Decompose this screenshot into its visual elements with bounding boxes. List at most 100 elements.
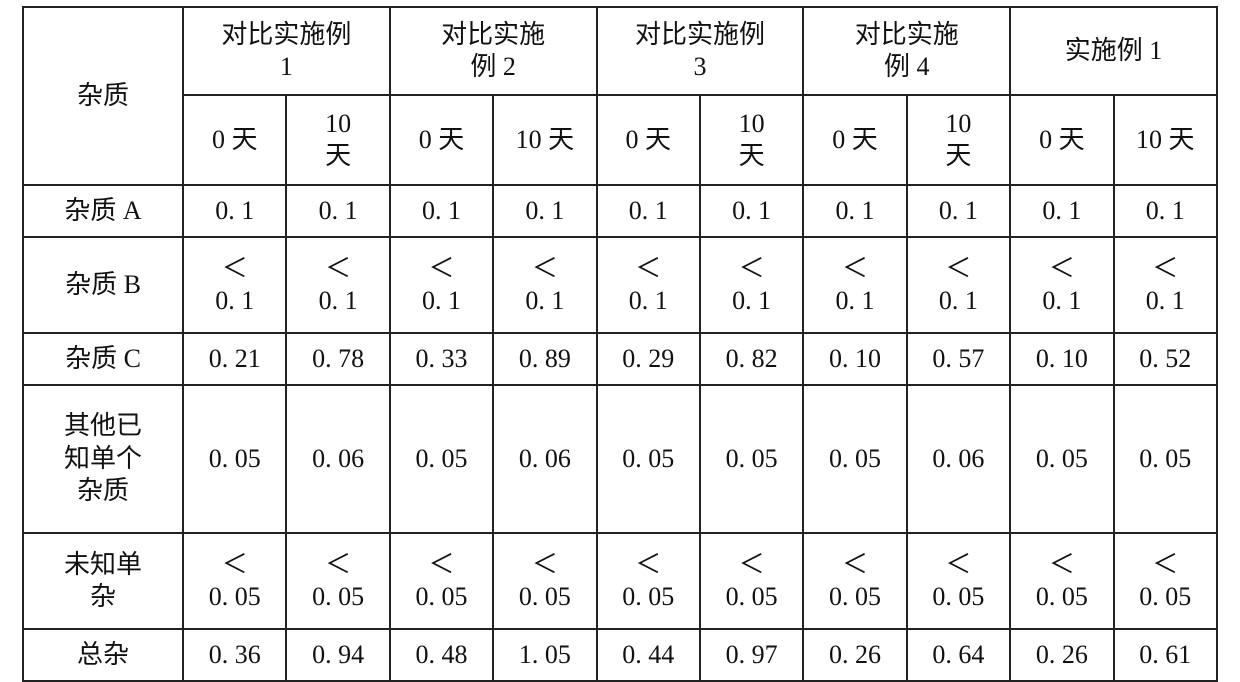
cell: 0. 06 [286,385,389,533]
val: 0. 1 [600,285,697,318]
subhdr-1b-l2: 天 [289,140,386,173]
cell: 0. 05 [597,385,700,533]
val: 0. 05 [496,581,593,614]
subhdr-2b: 10 天 [493,95,596,185]
cell: 0. 1 [286,185,389,237]
lt-icon: ＜ [806,253,903,286]
cell: 0. 1 [597,185,700,237]
cell: 0. 1 [390,185,493,237]
lt-icon: ＜ [1117,253,1214,286]
cell: ＜0. 1 [907,237,1010,333]
row-unknown-single: 未知单 杂 ＜0. 05 ＜0. 05 ＜0. 05 ＜0. 05 ＜0. 05… [23,533,1217,629]
col-group-4: 对比实施 例 4 [803,7,1010,95]
col-group-1-line2: 1 [186,51,387,84]
val: 0. 1 [910,285,1007,318]
cell: 0. 05 [1010,385,1113,533]
val: 0. 1 [289,285,386,318]
cell: ＜0. 1 [493,237,596,333]
val: 0. 1 [393,285,490,318]
col-group-3-line2: 3 [600,51,801,84]
lt-icon: ＜ [393,549,490,582]
val: 0. 05 [186,581,283,614]
cell: 0. 1 [1010,185,1113,237]
subhdr-4b-l2: 天 [910,140,1007,173]
cell: 0. 1 [803,185,906,237]
cell: 0. 26 [803,629,906,681]
header-row-1: 杂质 对比实施例 1 对比实施 例 2 对比实施例 3 对比实施 例 4 实施例… [23,7,1217,95]
cell: 0. 89 [493,333,596,385]
lt-icon: ＜ [1013,253,1110,286]
subhdr-4b: 10 天 [907,95,1010,185]
cell: ＜0. 1 [286,237,389,333]
subhdr-4b-l1: 10 [910,108,1007,141]
cell: 0. 1 [1114,185,1217,237]
lt-icon: ＜ [600,549,697,582]
cell: 0. 10 [1010,333,1113,385]
cell: 0. 29 [597,333,700,385]
val: 0. 1 [1013,285,1110,318]
label-l1: 其他已 [26,410,180,443]
cell: ＜0. 1 [597,237,700,333]
subhdr-4a: 0 天 [803,95,906,185]
cell: 0. 06 [907,385,1010,533]
row-impurity-c: 杂质 C 0. 21 0. 78 0. 33 0. 89 0. 29 0. 82… [23,333,1217,385]
cell: 0. 64 [907,629,1010,681]
row-impurity-b: 杂质 B ＜0. 1 ＜0. 1 ＜0. 1 ＜0. 1 ＜0. 1 ＜0. 1… [23,237,1217,333]
row-label: 杂质 A [23,185,183,237]
val: 0. 1 [496,285,593,318]
cell: 0. 1 [700,185,803,237]
lt-icon: ＜ [910,549,1007,582]
cell: 0. 06 [493,385,596,533]
col-group-2-line1: 对比实施 [393,19,594,52]
row-total-impurity: 总杂 0. 36 0. 94 0. 48 1. 05 0. 44 0. 97 0… [23,629,1217,681]
label-l2: 杂 [26,581,180,614]
val: 0. 05 [910,581,1007,614]
lt-icon: ＜ [703,549,800,582]
cell: 0. 44 [597,629,700,681]
lt-icon: ＜ [186,549,283,582]
cell: 0. 05 [803,385,906,533]
cell: 0. 10 [803,333,906,385]
lt-icon: ＜ [703,253,800,286]
cell: 0. 94 [286,629,389,681]
cell: ＜0. 05 [1010,533,1113,629]
lt-icon: ＜ [186,253,283,286]
cell: ＜0. 1 [390,237,493,333]
cell: 0. 1 [493,185,596,237]
cell: 0. 52 [1114,333,1217,385]
label-l3: 杂质 [26,475,180,508]
val: 0. 05 [703,581,800,614]
subhdr-2a: 0 天 [390,95,493,185]
col-group-3: 对比实施例 3 [597,7,804,95]
subhdr-5a: 0 天 [1010,95,1113,185]
impurity-table: 杂质 对比实施例 1 对比实施 例 2 对比实施例 3 对比实施 例 4 实施例… [22,6,1218,682]
cell: 0. 21 [183,333,286,385]
lt-icon: ＜ [496,549,593,582]
row-impurity-a: 杂质 A 0. 1 0. 1 0. 1 0. 1 0. 1 0. 1 0. 1 … [23,185,1217,237]
cell: 0. 05 [1114,385,1217,533]
val: 0. 1 [703,285,800,318]
cell: 0. 57 [907,333,1010,385]
lt-icon: ＜ [600,253,697,286]
lt-icon: ＜ [910,253,1007,286]
cell: ＜0. 05 [803,533,906,629]
cell: 0. 05 [390,385,493,533]
cell: 0. 05 [183,385,286,533]
cell: 0. 1 [907,185,1010,237]
lt-icon: ＜ [1013,549,1110,582]
row-label: 总杂 [23,629,183,681]
val: 0. 05 [1117,581,1214,614]
lt-icon: ＜ [1117,549,1214,582]
val: 0. 1 [806,285,903,318]
cell: 0. 1 [183,185,286,237]
subhdr-3a: 0 天 [597,95,700,185]
cell: ＜0. 05 [390,533,493,629]
subhdr-3b-l1: 10 [703,108,800,141]
col-group-1-line1: 对比实施例 [186,19,387,52]
label-l1: 未知单 [26,549,180,582]
label-l2: 知单个 [26,443,180,476]
row-label: 杂质 C [23,333,183,385]
cell: ＜0. 05 [597,533,700,629]
val: 0. 05 [600,581,697,614]
col-group-5: 实施例 1 [1010,7,1217,95]
